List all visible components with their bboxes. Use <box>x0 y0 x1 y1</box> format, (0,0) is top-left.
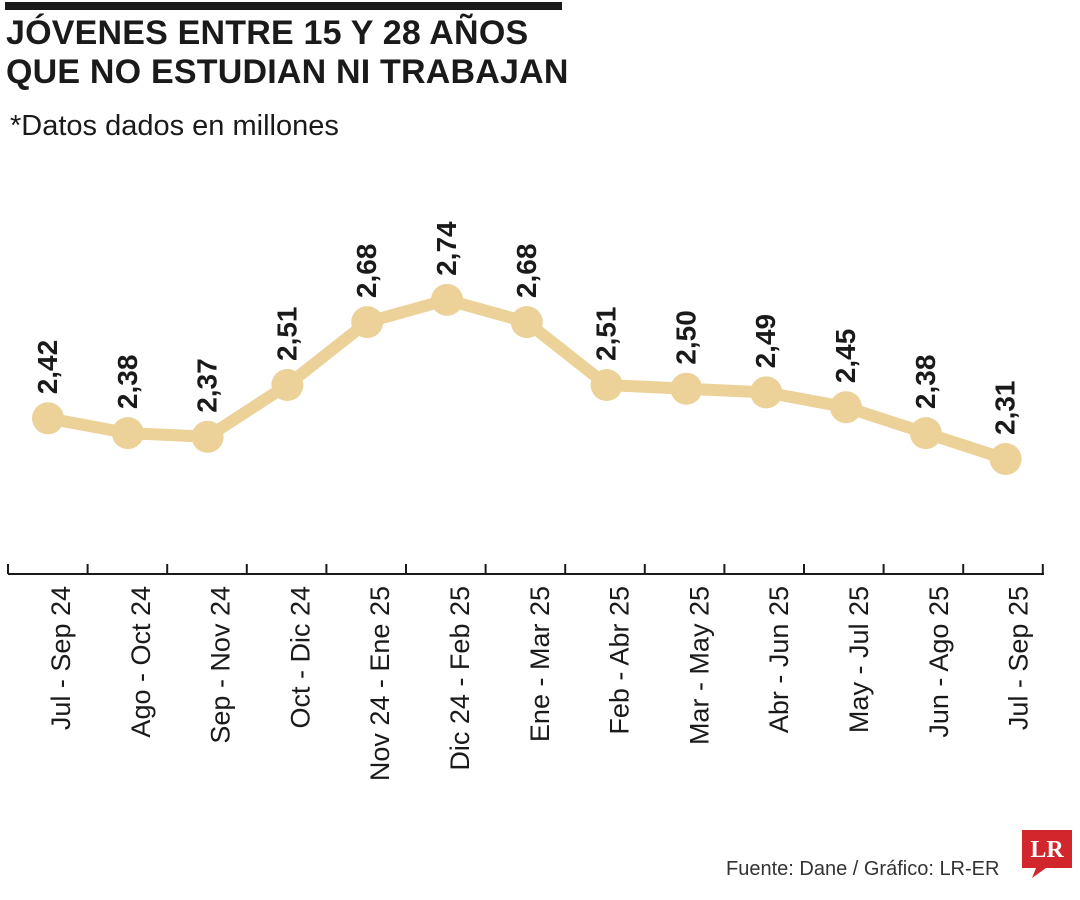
data-label: 2,51 <box>591 307 622 362</box>
data-point <box>909 417 942 450</box>
x-tick-label: Abr - Jun 25 <box>764 586 794 733</box>
lr-logo-shape <box>1022 830 1072 878</box>
x-tick-label: Nov 24 - Ene 25 <box>365 586 395 781</box>
data-label: 2,38 <box>910 355 941 410</box>
x-tick-label: Jul - Sep 24 <box>46 586 76 730</box>
data-point <box>510 306 543 339</box>
x-tick-label: Ene - Mar 25 <box>525 586 555 742</box>
chart-subtitle: *Datos dados en millones <box>10 110 339 142</box>
source-note: Fuente: Dane / Gráfico: LR-ER <box>726 858 1000 880</box>
chart-title: JÓVENES ENTRE 15 Y 28 AÑOS QUE NO ESTUDI… <box>6 14 569 92</box>
data-point <box>750 376 783 409</box>
title-top-bar <box>5 2 562 10</box>
data-point <box>351 306 384 339</box>
data-label: 2,68 <box>351 244 382 299</box>
data-point <box>590 369 623 401</box>
x-tick-label: Sep - Nov 24 <box>206 586 236 744</box>
data-label: 2,31 <box>990 381 1021 436</box>
x-tick-label: Mar - May 25 <box>684 586 714 745</box>
data-label: 2,50 <box>670 310 701 365</box>
data-label: 2,51 <box>271 307 302 362</box>
data-label: 2,38 <box>112 355 143 410</box>
data-point <box>32 402 64 435</box>
data-point <box>271 369 304 401</box>
x-tick-label: May - Jul 25 <box>844 586 874 733</box>
data-label: 2,74 <box>431 221 462 276</box>
data-point <box>670 372 703 405</box>
lr-logo-text: LR <box>1030 837 1064 863</box>
x-tick-label: Jun - Ago 25 <box>924 586 954 738</box>
x-tick-label: Ago - Oct 24 <box>126 586 156 738</box>
x-tick-label: Feb - Abr 25 <box>605 586 635 735</box>
x-tick-label: Oct - Dic 24 <box>285 586 315 729</box>
data-point <box>191 420 224 453</box>
chart-title-line-1: JÓVENES ENTRE 15 Y 28 AÑOS <box>6 14 529 52</box>
x-tick-label: Jul - Sep 25 <box>1004 586 1034 730</box>
data-point <box>989 443 1022 475</box>
data-label: 2,68 <box>511 244 542 299</box>
data-label: 2,49 <box>750 314 781 369</box>
chart-title-line-2: QUE NO ESTUDIAN NI TRABAJAN <box>6 53 569 91</box>
data-label: 2,37 <box>192 358 223 413</box>
data-label: 2,42 <box>32 340 63 395</box>
x-tick-label: Dic 24 - Feb 25 <box>445 586 475 771</box>
data-label: 2,45 <box>830 329 861 384</box>
data-point <box>830 391 862 424</box>
lr-logo: LR <box>1022 830 1072 878</box>
data-point <box>111 417 144 450</box>
data-point <box>431 283 463 316</box>
